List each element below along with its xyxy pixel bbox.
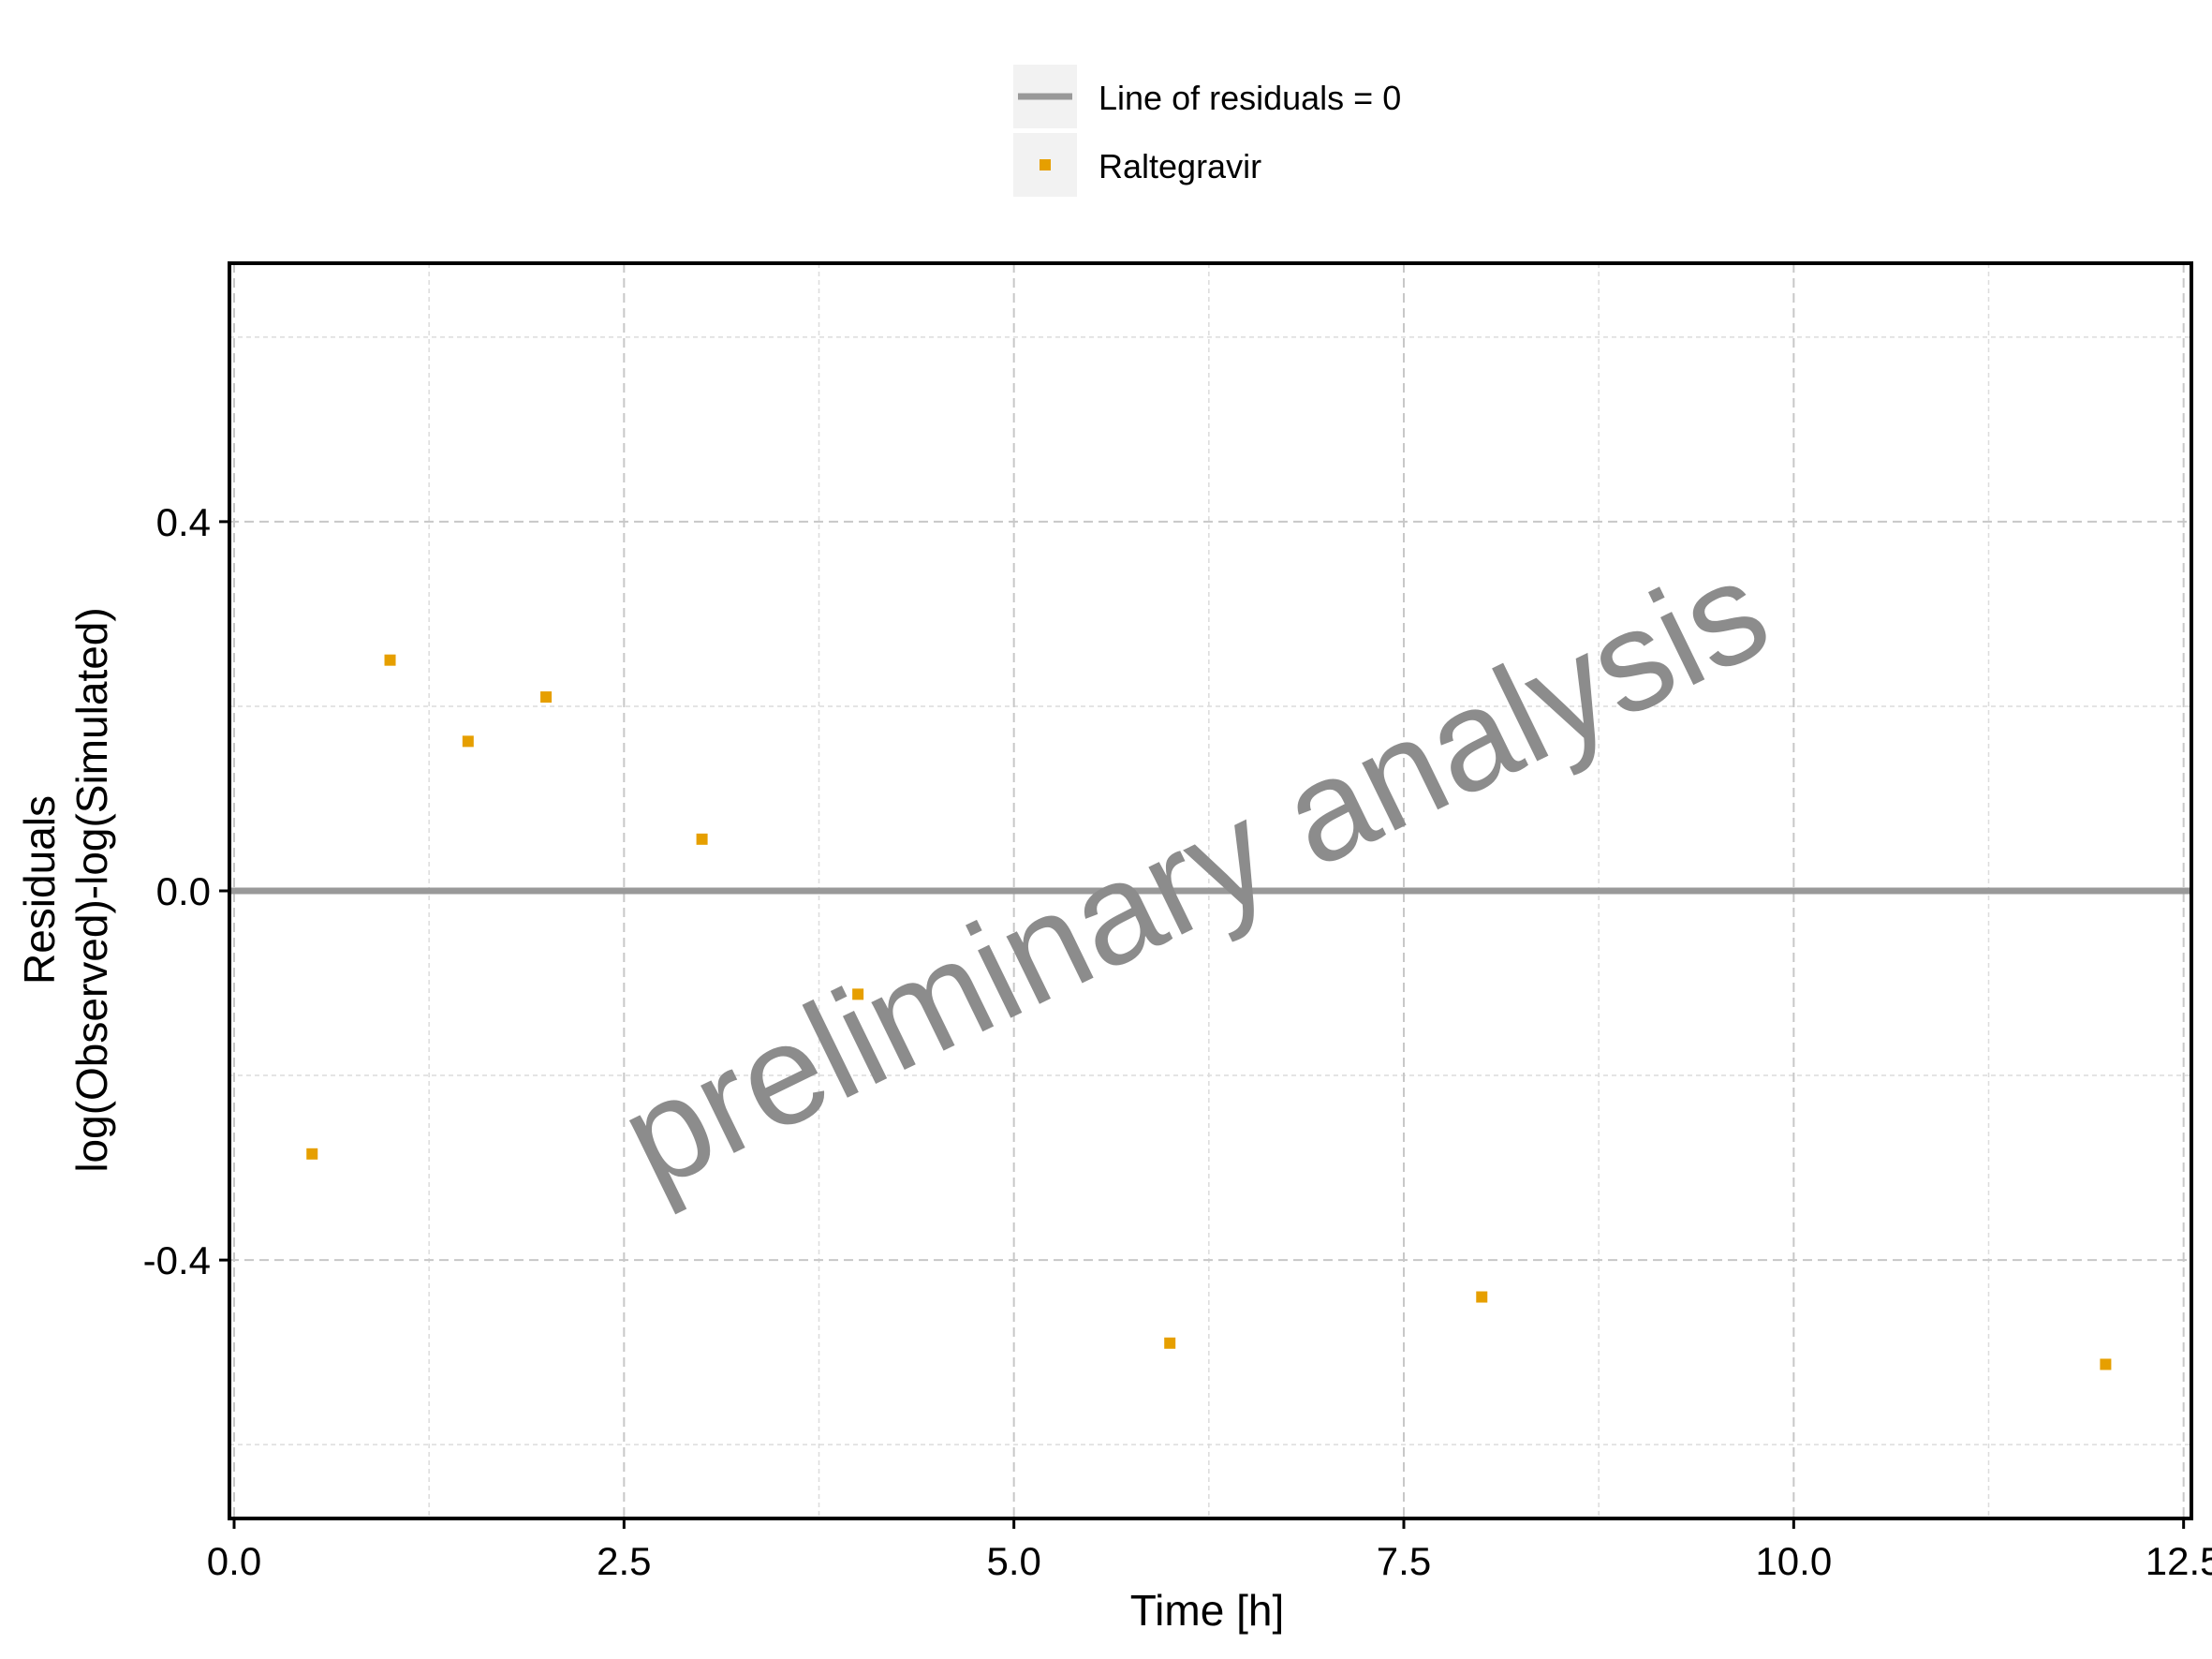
x-tick-label: 12.5 xyxy=(2146,1539,2212,1583)
data-point xyxy=(1476,1291,1488,1303)
y-tick-label: 0.0 xyxy=(156,869,211,913)
x-axis: 0.0 2.5 5.0 7.5 10.0 12.5 xyxy=(207,1518,2212,1583)
x-tick-label: 10.0 xyxy=(1755,1539,1832,1583)
x-tick-label: 7.5 xyxy=(1377,1539,1431,1583)
data-point xyxy=(540,691,553,704)
x-tick-label: 0.0 xyxy=(207,1539,261,1583)
watermark-text: preliminary analysis xyxy=(597,528,1791,1220)
legend-label-reference-line: Line of residuals = 0 xyxy=(1099,79,1401,117)
y-tick-label: -0.4 xyxy=(143,1238,211,1282)
data-points-layer xyxy=(306,654,2112,1370)
y-axis: 0.4 0.0 -0.4 xyxy=(143,500,229,1282)
data-point xyxy=(696,833,708,845)
y-axis-label-line2: log(Observed)-log(Simulated) xyxy=(67,607,116,1172)
legend-label-series: Raltegravir xyxy=(1099,147,1261,185)
data-point xyxy=(1164,1337,1176,1349)
data-point xyxy=(306,1148,318,1160)
legend-key-point xyxy=(1040,159,1051,170)
y-tick-label: 0.4 xyxy=(156,500,211,544)
x-tick-label: 5.0 xyxy=(986,1539,1040,1583)
x-tick-label: 2.5 xyxy=(597,1539,651,1583)
legend: Line of residuals = 0 Raltegravir xyxy=(1013,65,1401,197)
data-point xyxy=(462,735,474,748)
x-axis-label: Time [h] xyxy=(1130,1586,1284,1635)
data-point xyxy=(384,654,396,666)
data-point xyxy=(2100,1358,2112,1370)
y-axis-label-line1: Residuals xyxy=(15,795,64,985)
data-point xyxy=(852,988,864,1000)
